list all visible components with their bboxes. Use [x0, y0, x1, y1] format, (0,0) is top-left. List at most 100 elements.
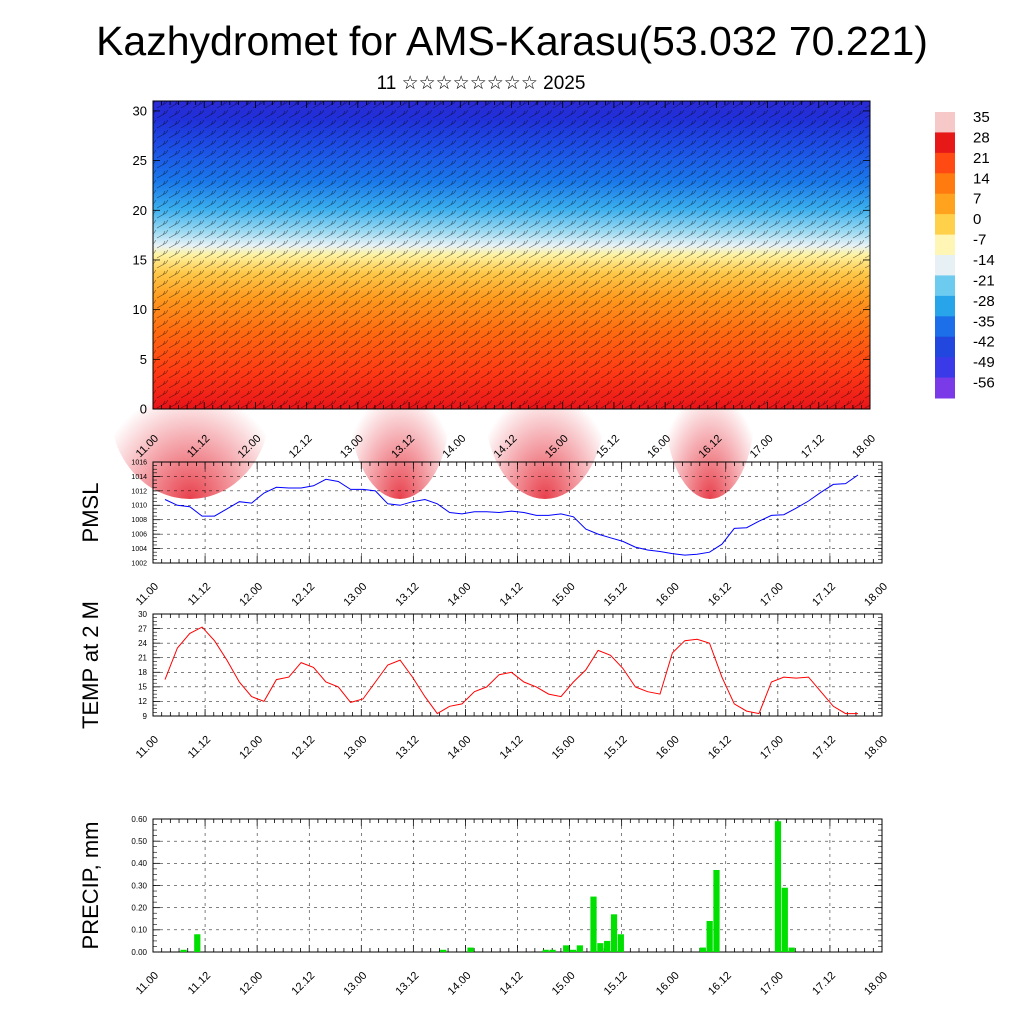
precip-bar [569, 949, 577, 952]
x-tick-label: 11.12 [186, 734, 213, 761]
colorbar-label: 7 [973, 191, 981, 208]
precip-bar [610, 914, 618, 952]
x-tick-label: 11.12 [186, 970, 213, 997]
y-tick-label: 18 [138, 668, 147, 677]
x-tick-label: 12.12 [289, 734, 317, 762]
colorbar-label: -49 [973, 354, 995, 371]
x-tick-label: 15.12 [602, 970, 630, 998]
x-tick-label: 11.00 [134, 734, 161, 761]
y-tick-label: 0.60 [131, 815, 147, 824]
colorbar-swatch [935, 316, 955, 338]
precip-bar [617, 934, 624, 952]
colorbar-label: 0 [973, 211, 981, 228]
x-tick-label: 14.00 [446, 581, 474, 609]
colorbar-label: -28 [973, 293, 995, 310]
precip-bar [706, 920, 713, 952]
x-tick-label: 16.00 [654, 581, 682, 609]
y-tick-label: 24 [138, 639, 147, 648]
x-tick-label: 14.00 [446, 970, 474, 998]
y-tick-label: 0.20 [131, 903, 147, 912]
y-tick-label: 1004 [131, 546, 147, 553]
precip-bar [180, 949, 187, 952]
colorbar-label: -14 [973, 252, 995, 269]
x-tick-label: 11.12 [186, 581, 213, 608]
y-tick-label: 30 [133, 103, 147, 118]
x-tick-label: 11.00 [134, 581, 161, 608]
colorbar-swatch [935, 214, 955, 236]
x-tick-label: 18.00 [862, 581, 890, 609]
x-tick-label: 14.12 [498, 581, 526, 609]
precip-bar [699, 947, 706, 952]
x-tick-label: 17.12 [799, 433, 827, 461]
y-tick-label: 1002 [131, 560, 147, 567]
x-tick-label: 13.00 [341, 970, 369, 998]
x-tick-label: 18.00 [850, 433, 878, 461]
x-tick-label: 13.00 [341, 581, 369, 609]
x-tick-label: 12.00 [237, 970, 265, 998]
y-tick-label: 1008 [131, 517, 147, 524]
x-tick-label: 17.12 [810, 970, 838, 998]
x-tick-label: 15.12 [602, 581, 630, 609]
y-tick-label: 5 [140, 352, 147, 367]
colorbar-label: 28 [973, 129, 990, 146]
axes-frame [152, 100, 871, 410]
colorbar-swatch [935, 357, 955, 379]
x-tick-label: 12.12 [289, 581, 317, 609]
colorbar-label: 14 [973, 170, 990, 187]
y-tick-label: 15 [133, 253, 147, 268]
y-tick-label: 0.10 [131, 926, 147, 935]
x-tick-label: 16.12 [706, 734, 734, 762]
y-tick-label: 0.30 [131, 881, 147, 890]
y-tick-label: 0.50 [131, 837, 147, 846]
y-tick-label: 9 [143, 712, 148, 721]
y-tick-label: 1010 [131, 503, 147, 510]
colorbar-label: -42 [973, 334, 995, 351]
y-tick-label: 12 [138, 697, 147, 706]
precip-bar [542, 949, 549, 952]
colorbar-label: -7 [973, 232, 986, 249]
x-tick-label: 14.12 [498, 970, 526, 998]
y-tick-label: 1012 [131, 488, 147, 495]
x-tick-label: 15.00 [550, 581, 578, 609]
precipitation-panel: 0.00 0.10 0.20 0.30 0.40 0.50 0.60 11.00 11.12 12… [78, 815, 890, 998]
precip-bar [563, 945, 570, 952]
y-tick-label: 27 [138, 624, 147, 633]
x-tick-label: 13.12 [394, 581, 422, 609]
y-tick-label: 21 [138, 654, 147, 663]
x-tick-label: 14.00 [446, 734, 474, 762]
y-tick-label: 20 [133, 203, 147, 218]
precip-bar [781, 887, 788, 952]
precip-bar [590, 896, 597, 952]
y-tick-label: 30 [138, 610, 147, 619]
x-tick-label: 13.00 [341, 734, 369, 762]
x-tick-label: 15.00 [550, 970, 578, 998]
axes-frame [152, 613, 883, 717]
y-tick-label: 1016 [131, 459, 147, 466]
colorbar-swatch [935, 295, 955, 317]
colorbar-swatch [935, 336, 955, 358]
temperature-panel: 9 12 15 18 21 24 27 30 11.00 11.12 12.00 12.12 13.00… [78, 601, 890, 762]
x-tick-label: 16.00 [654, 734, 682, 762]
x-tick-label: 16.12 [706, 581, 734, 609]
precip-bar [549, 949, 556, 952]
x-tick-label: 16.00 [654, 970, 682, 998]
x-tick-label: 12.12 [289, 970, 317, 998]
series-line [164, 474, 859, 556]
axes-frame [152, 461, 883, 564]
x-tick-label: 17.00 [758, 581, 786, 609]
wind-barbs [153, 101, 870, 409]
x-tick-label: 17.12 [810, 734, 838, 762]
x-tick-label: 12.12 [287, 433, 315, 461]
colorbar-swatch [935, 112, 955, 133]
x-tick-label: 18.00 [862, 734, 890, 762]
precip-bar [597, 943, 604, 952]
precip-bar [713, 869, 720, 952]
x-tick-label: 17.00 [758, 734, 786, 762]
precip-bar [774, 821, 782, 952]
y-tick-label: 25 [133, 153, 147, 168]
y-tick-label: 10 [133, 302, 147, 317]
precip-bar [576, 945, 583, 952]
x-tick-label: 14.12 [498, 734, 526, 762]
colorbar-label: 35 [973, 109, 990, 126]
